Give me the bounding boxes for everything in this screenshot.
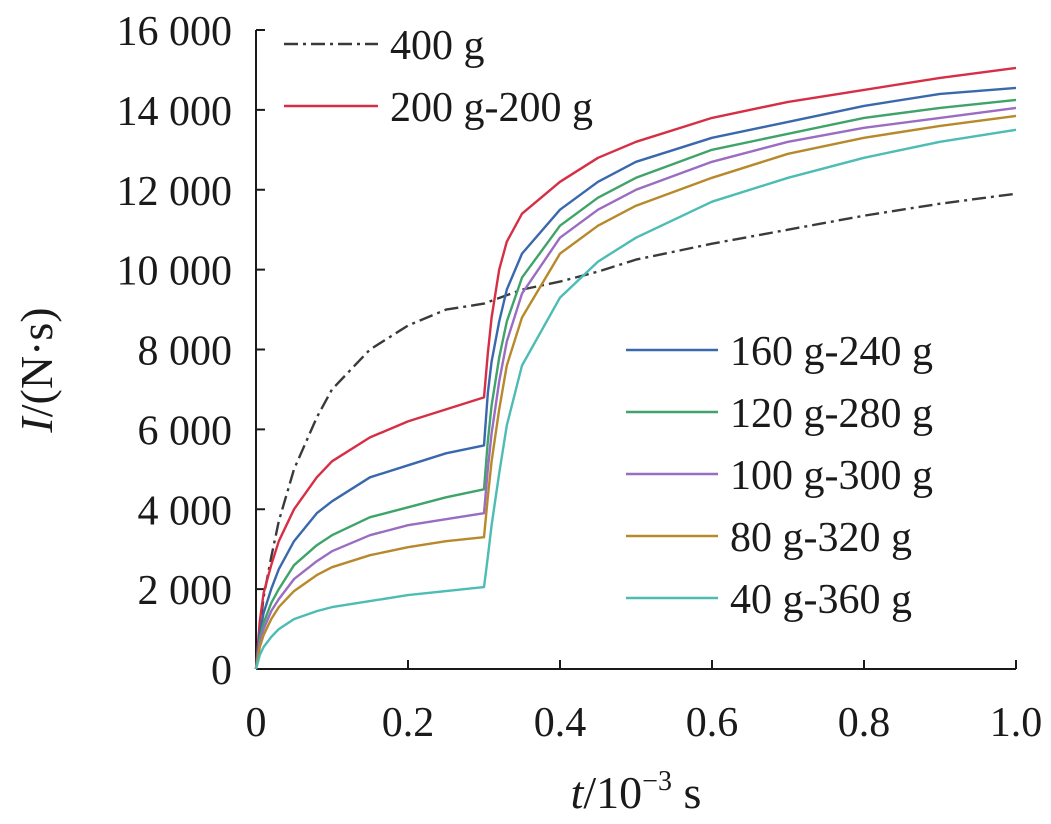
x-axis-title-exponent: −3	[642, 766, 672, 797]
y-tick-label: 4 000	[138, 488, 233, 534]
y-axis-title-unit: /(N·s)	[11, 307, 62, 417]
series-group	[254, 66, 1017, 670]
y-tick-label: 8 000	[138, 329, 233, 375]
y-axis-title-symbol: I	[11, 415, 62, 434]
y-tick-label: 2 000	[138, 568, 233, 614]
y-ticks: 0 2 000 4 000 6 000 8 000 10 000 12 000 14 000 1…	[117, 9, 265, 694]
series-line-5	[254, 106, 1017, 670]
x-tick-label: 0.8	[838, 700, 891, 746]
series-line-1	[254, 192, 1017, 670]
y-tick-label: 6 000	[138, 408, 233, 454]
x-ticks: 0 0.2 0.4 0.6 0.8 1.0	[246, 660, 1043, 746]
y-tick-label: 12 000	[117, 169, 233, 215]
legend-label: 400 g	[390, 23, 485, 69]
x-axis-title-scale: /10	[583, 767, 642, 818]
x-tick-label: 0.4	[534, 700, 587, 746]
y-tick-label: 10 000	[117, 249, 233, 295]
legend-label: 80 g-320 g	[730, 515, 912, 561]
legend-label: 100 g-300 g	[730, 453, 933, 499]
legend-2: 160 g-240 g 120 g-280 g 100 g-300 g 80 g-32…	[626, 329, 933, 623]
legend-label: 120 g-280 g	[730, 391, 933, 437]
series-line-2	[254, 66, 1017, 670]
x-axis-title-symbol: t	[571, 767, 585, 818]
legend-group: 400 g 200 g-200 g 160 g-240 g 120 g-280 g 10…	[284, 23, 933, 623]
series-line-4	[254, 98, 1017, 670]
legend-label: 200 g-200 g	[390, 85, 593, 131]
x-axis-title: t/10−3 s	[571, 766, 702, 818]
x-tick-label: 0.2	[382, 700, 435, 746]
x-tick-label: 0	[246, 700, 267, 746]
x-axis-title-unit: s	[672, 767, 701, 818]
series-line-3	[254, 86, 1017, 670]
y-axis-title: I/(N·s)	[11, 307, 62, 433]
series-line-6	[254, 114, 1017, 670]
y-tick-label: 0	[211, 648, 232, 694]
series-line-7	[254, 128, 1017, 670]
legend-1: 400 g 200 g-200 g	[284, 23, 593, 131]
legend-label: 160 g-240 g	[730, 329, 933, 375]
y-tick-label: 16 000	[117, 9, 233, 55]
x-tick-label: 0.6	[686, 700, 739, 746]
x-tick-label: 1.0	[990, 700, 1043, 746]
y-tick-label: 14 000	[117, 89, 233, 135]
legend-label: 40 g-360 g	[730, 577, 912, 623]
